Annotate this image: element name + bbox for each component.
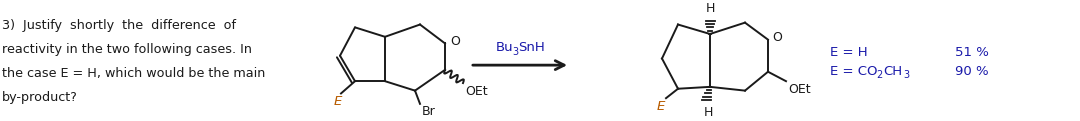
Text: SnH: SnH — [518, 41, 544, 54]
Text: 51 %: 51 % — [955, 46, 989, 59]
Text: H: H — [705, 2, 715, 15]
Text: OEt: OEt — [465, 85, 488, 98]
Text: by-product?: by-product? — [2, 91, 78, 104]
Text: Bu: Bu — [496, 41, 514, 54]
Text: 3)  Justify  shortly  the  difference  of: 3) Justify shortly the difference of — [2, 19, 237, 32]
Text: the case E = H, which would be the main: the case E = H, which would be the main — [2, 67, 266, 80]
Text: CH: CH — [883, 65, 902, 78]
Text: 90 %: 90 % — [955, 65, 988, 78]
Text: reactivity in the two following cases. In: reactivity in the two following cases. I… — [2, 43, 252, 56]
Text: H: H — [703, 106, 713, 119]
Text: Br: Br — [422, 105, 435, 118]
Text: 3: 3 — [512, 47, 518, 57]
Text: E = H: E = H — [831, 46, 867, 59]
Text: 3: 3 — [903, 70, 909, 80]
Text: E = CO: E = CO — [831, 65, 877, 78]
Text: O: O — [450, 35, 460, 48]
Text: O: O — [772, 31, 782, 44]
Text: 2: 2 — [876, 70, 882, 80]
Text: E: E — [334, 95, 342, 108]
Text: OEt: OEt — [788, 83, 811, 96]
Text: E: E — [657, 100, 665, 113]
